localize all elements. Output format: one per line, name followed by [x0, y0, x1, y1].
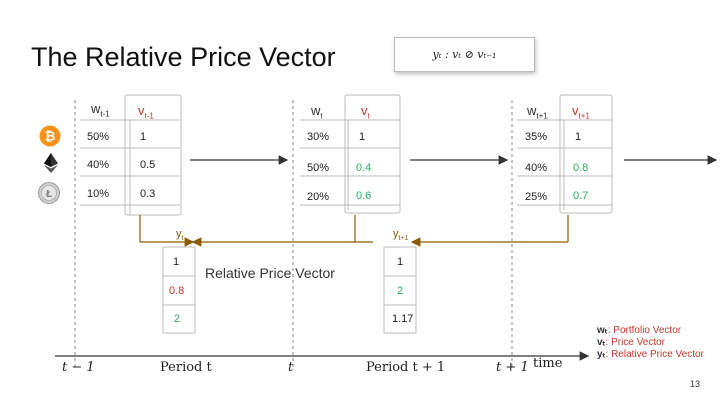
w-header-t-plus-1: wt+1 — [527, 103, 548, 121]
ethereum-icon — [44, 153, 58, 173]
time-label: time — [533, 356, 563, 371]
table-box-t — [300, 94, 401, 214]
table-box-t-minus-1 — [80, 94, 182, 216]
v-header-t-minus-1: vt-1 — [138, 103, 154, 121]
table-cell: 0.6 — [356, 190, 372, 202]
y-t-box — [162, 246, 196, 334]
y-t-plus-1-box — [383, 246, 417, 334]
w-header-t-minus-1: wt-1 — [91, 101, 110, 119]
table-cell: 40% — [87, 159, 110, 171]
legend: wₜ: Portfolio Vector vₜ: Price Vector yₜ… — [597, 325, 704, 361]
y-t-plus-1-value: 1 — [397, 256, 404, 268]
y-t-value: 2 — [174, 313, 181, 325]
table-cell: 50% — [307, 162, 330, 174]
slide-title: The Relative Price Vector — [31, 42, 336, 72]
v-header-t-plus-1: vt+1 — [572, 103, 590, 121]
relative-price-vector-label: Relative Price Vector — [205, 265, 335, 281]
table-cell: 0.7 — [573, 190, 589, 202]
table-cell: 0.4 — [356, 162, 372, 174]
y-t-value: 1 — [173, 256, 180, 268]
period-t-plus-1-label: Period t + 1 — [366, 360, 446, 375]
litecoin-icon: Ł — [38, 182, 60, 204]
svg-text:₿: ₿ — [45, 130, 56, 145]
y-t-plus-1-label: yt+1 — [393, 228, 409, 243]
table-box-t-plus-1 — [517, 94, 613, 214]
period-t-label: Period t — [160, 360, 212, 375]
tick-t-plus-1: t + 1 — [496, 360, 529, 375]
table-cell: 1 — [575, 131, 582, 143]
y-t-plus-1-value: 1.17 — [392, 313, 414, 325]
table-cell: 35% — [525, 131, 548, 143]
table-cell: 1 — [359, 131, 366, 143]
table-cell: 30% — [307, 131, 330, 143]
table-cell: 20% — [307, 191, 330, 203]
y-t-plus-1-value: 2 — [397, 285, 404, 297]
legend-item: yₜ: Relative Price Vector — [597, 349, 704, 360]
page-number: 13 — [690, 379, 701, 389]
table-cell: 25% — [525, 191, 548, 203]
table-cell: 50% — [87, 131, 110, 143]
table-cell: 0.5 — [140, 159, 156, 171]
w-header-t: wt — [311, 103, 323, 121]
svg-text:Ł: Ł — [45, 189, 53, 200]
v-header-t: vt — [361, 103, 370, 121]
table-cell: 1 — [140, 131, 147, 143]
y-t-label: yt — [176, 228, 184, 243]
table-cell: 0.8 — [573, 162, 589, 174]
legend-item: vₜ: Price Vector — [597, 337, 665, 348]
y-t-value: 0.8 — [169, 285, 185, 297]
bitcoin-icon: ₿ — [39, 125, 61, 147]
legend-item: wₜ: Portfolio Vector — [597, 325, 682, 336]
tick-t: t — [288, 360, 294, 375]
table-cell: 0.3 — [140, 188, 156, 200]
tick-t-minus-1: t − 1 — [62, 360, 95, 375]
formula-box: yₜ : vₜ ⊘ vₜ₋₁ — [394, 37, 535, 72]
formula-text: yₜ : vₜ ⊘ vₜ₋₁ — [432, 48, 497, 61]
table-cell: 40% — [525, 162, 548, 174]
table-cell: 10% — [87, 188, 110, 200]
